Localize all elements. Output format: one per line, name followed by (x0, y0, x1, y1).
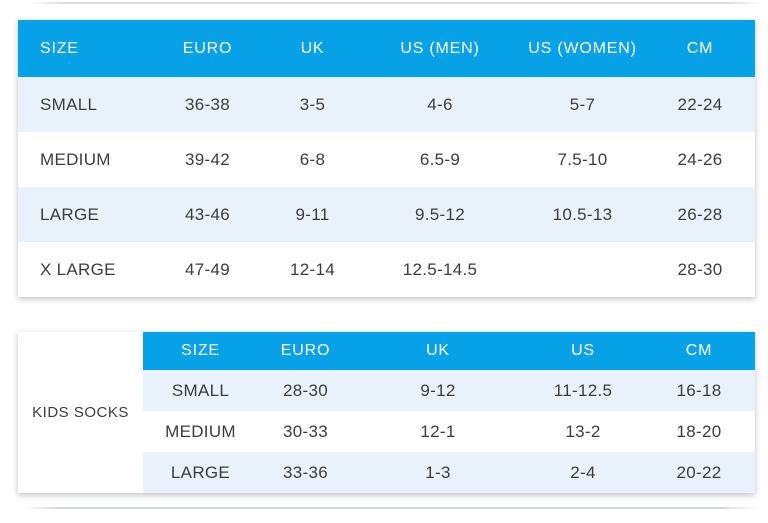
us-men-cell: 4-6 (360, 77, 520, 132)
size-cell: SMALL (143, 370, 258, 411)
kids-header-row: KIDS SOCKS SIZE EURO UK US CM (18, 332, 755, 493)
uk-cell: 1-3 (353, 452, 523, 493)
euro-cell: 33-36 (258, 452, 353, 493)
kids-header-us: US (523, 332, 643, 370)
adult-row-medium: MEDIUM 39-42 6-8 6.5-9 7.5-10 24-26 (18, 132, 755, 187)
cm-cell: 24-26 (677, 149, 723, 169)
adult-header-us-men: US (MEN) (360, 20, 520, 77)
kids-header-size: SIZE (143, 332, 258, 370)
adult-header-cm: CM (645, 20, 755, 77)
adult-header-us-women: US (WOMEN) (520, 20, 645, 77)
adult-header-uk: UK (265, 20, 360, 77)
us-men-cell: 12.5-14.5 (402, 259, 478, 279)
kids-socks-label: KIDS SOCKS (18, 332, 143, 493)
uk-cell: 9-12 (353, 370, 523, 411)
uk-cell: 3-5 (265, 77, 360, 132)
adult-row-large: LARGE 43-46 9-11 9.5-12 10.5-13 26-28 (18, 187, 755, 242)
cm-cell: 26-28 (645, 187, 755, 242)
uk-cell: 9-11 (265, 187, 360, 242)
us-women-cell (520, 242, 645, 297)
us-women-cell: 7.5-10 (557, 149, 608, 169)
euro-cell: 47-49 (185, 259, 230, 279)
top-divider-line (30, 2, 762, 4)
kids-size-table: KIDS SOCKS SIZE EURO UK US CM SMALL 28-3… (18, 332, 755, 493)
cm-cell: 18-20 (676, 421, 722, 441)
size-cell: X LARGE (40, 259, 116, 279)
bottom-divider-line (24, 507, 756, 509)
uk-cell: 12-1 (420, 421, 456, 441)
us-women-cell: 10.5-13 (520, 187, 645, 242)
us-cell: 2-4 (523, 452, 643, 493)
uk-cell: 6-8 (299, 149, 326, 169)
adult-row-small: SMALL 36-38 3-5 4-6 5-7 22-24 (18, 77, 755, 132)
adult-header-row: SIZE EURO UK US (MEN) US (WOMEN) CM (18, 20, 755, 77)
adult-row-xlarge: X LARGE 47-49 12-14 12.5-14.5 28-30 (18, 242, 755, 297)
kids-row-small: SMALL 28-30 9-12 11-12.5 16-18 (18, 370, 755, 411)
us-men-cell: 6.5-9 (419, 149, 461, 169)
size-cell: SMALL (18, 77, 150, 132)
euro-cell: 39-42 (185, 149, 230, 169)
cm-cell: 22-24 (645, 77, 755, 132)
kids-header-euro: EURO (258, 332, 353, 370)
adult-header-euro: EURO (150, 20, 265, 77)
size-cell: MEDIUM (165, 421, 236, 441)
cm-cell: 28-30 (677, 259, 723, 279)
euro-cell: 28-30 (258, 370, 353, 411)
kids-row-medium: MEDIUM 30-33 12-1 13-2 18-20 (18, 411, 755, 452)
us-cell: 11-12.5 (523, 370, 643, 411)
size-cell: MEDIUM (40, 149, 111, 169)
us-women-cell: 5-7 (520, 77, 645, 132)
adult-header-size: SIZE (18, 20, 150, 77)
uk-cell: 12-14 (290, 259, 335, 279)
us-cell: 13-2 (565, 421, 601, 441)
kids-header-uk: UK (353, 332, 523, 370)
size-cell: LARGE (143, 452, 258, 493)
kids-header-cm: CM (643, 332, 755, 370)
euro-cell: 43-46 (150, 187, 265, 242)
euro-cell: 30-33 (283, 421, 328, 441)
kids-row-large: LARGE 33-36 1-3 2-4 20-22 (18, 452, 755, 493)
cm-cell: 16-18 (643, 370, 755, 411)
us-men-cell: 9.5-12 (360, 187, 520, 242)
euro-cell: 36-38 (150, 77, 265, 132)
size-cell: LARGE (18, 187, 150, 242)
adult-size-table: SIZE EURO UK US (MEN) US (WOMEN) CM SMAL… (18, 20, 755, 297)
cm-cell: 20-22 (643, 452, 755, 493)
